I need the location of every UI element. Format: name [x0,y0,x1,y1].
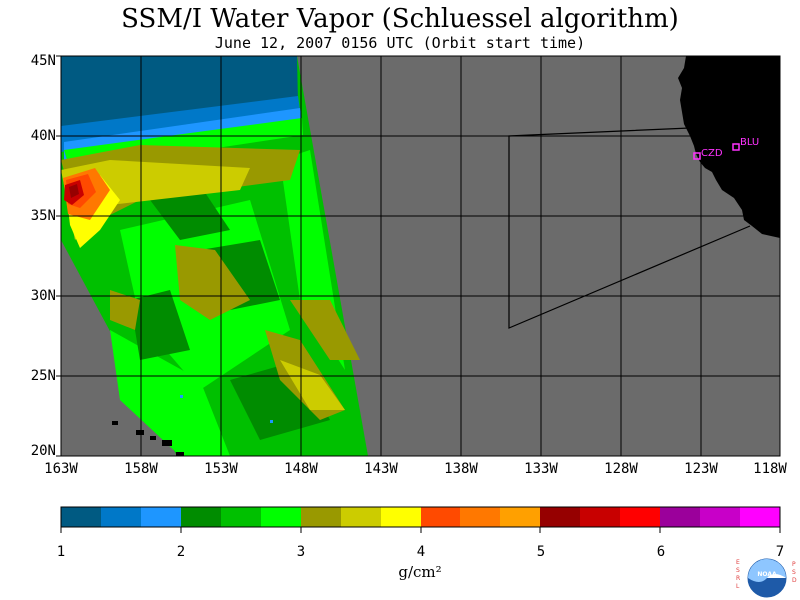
lon-label: 133W [524,461,558,477]
svg-text:D: D [792,577,797,584]
chart-title: SSM/I Water Vapor (Schluessel algorithm) [121,4,679,34]
colorbar-swatch [500,507,540,527]
station-label-blu: BLU [740,137,760,148]
colorbar-swatch [301,507,341,527]
colorbar-swatch [261,507,301,527]
lon-label: 123W [684,461,718,477]
station-blu-marker [732,143,740,151]
svg-text:NOAA: NOAA [757,571,777,578]
lon-label: 138W [444,461,478,477]
colorbar-swatch [221,507,261,527]
svg-text:E: E [736,559,740,566]
lat-label: 20N [30,443,56,459]
colorbar-ticks [60,527,781,533]
chart-subtitle: June 12, 2007 0156 UTC (Orbit start time… [214,34,586,52]
lat-label: 35N [30,208,56,224]
colorbar-tick-label: 6 [656,544,666,560]
lat-label: 25N [30,368,56,384]
lon-label: 158W [124,461,158,477]
colorbar-tick-label: 7 [775,544,785,560]
colorbar-swatch [421,507,460,527]
lon-label: 163W [44,461,78,477]
colorbar-swatch [181,507,221,527]
svg-text:S: S [792,569,796,576]
colorbar-tick-label: 2 [176,544,186,560]
lon-label: 118W [753,461,787,477]
svg-text:R: R [736,575,740,582]
colorbar-swatch [101,507,141,527]
colorbar-swatch [660,507,700,527]
colorbar-swatch [620,507,660,527]
map-frame [60,55,781,457]
svg-text:S: S [736,567,740,574]
lat-label: 30N [30,288,56,304]
svg-text:P: P [792,561,796,568]
station-czd-marker [693,152,701,160]
lon-label: 128W [604,461,638,477]
colorbar-tick-label: 4 [416,544,426,560]
lat-label: 40N [30,128,56,144]
colorbar-unit: g/cm² [398,563,442,581]
colorbar-tick-label: 3 [296,544,306,560]
colorbar-tick-label: 5 [536,544,546,560]
colorbar-swatch [381,507,421,527]
colorbar-swatch [540,507,580,527]
north-america-land [678,56,780,238]
domain-outline [508,127,751,329]
colorbar-swatch [580,507,620,527]
colorbar-swatch [341,507,381,527]
water-vapor-swath [61,56,368,456]
colorbar-swatch [141,507,181,527]
axis-ticks [56,55,61,457]
colorbar-swatch [61,507,101,527]
colorbar [61,507,780,527]
map-grid [61,56,780,456]
lon-label: 153W [204,461,238,477]
hawaiian-islands [112,421,184,456]
station-label-czd: CZD [701,148,723,159]
lon-label: 148W [284,461,318,477]
lon-label: 143W [364,461,398,477]
svg-text:L: L [736,583,740,590]
colorbar-swatch [700,507,740,527]
colorbar-tick-label: 1 [56,544,66,560]
lat-label: 45N [30,53,56,69]
colorbar-swatch [460,507,500,527]
colorbar-swatch [740,507,780,527]
